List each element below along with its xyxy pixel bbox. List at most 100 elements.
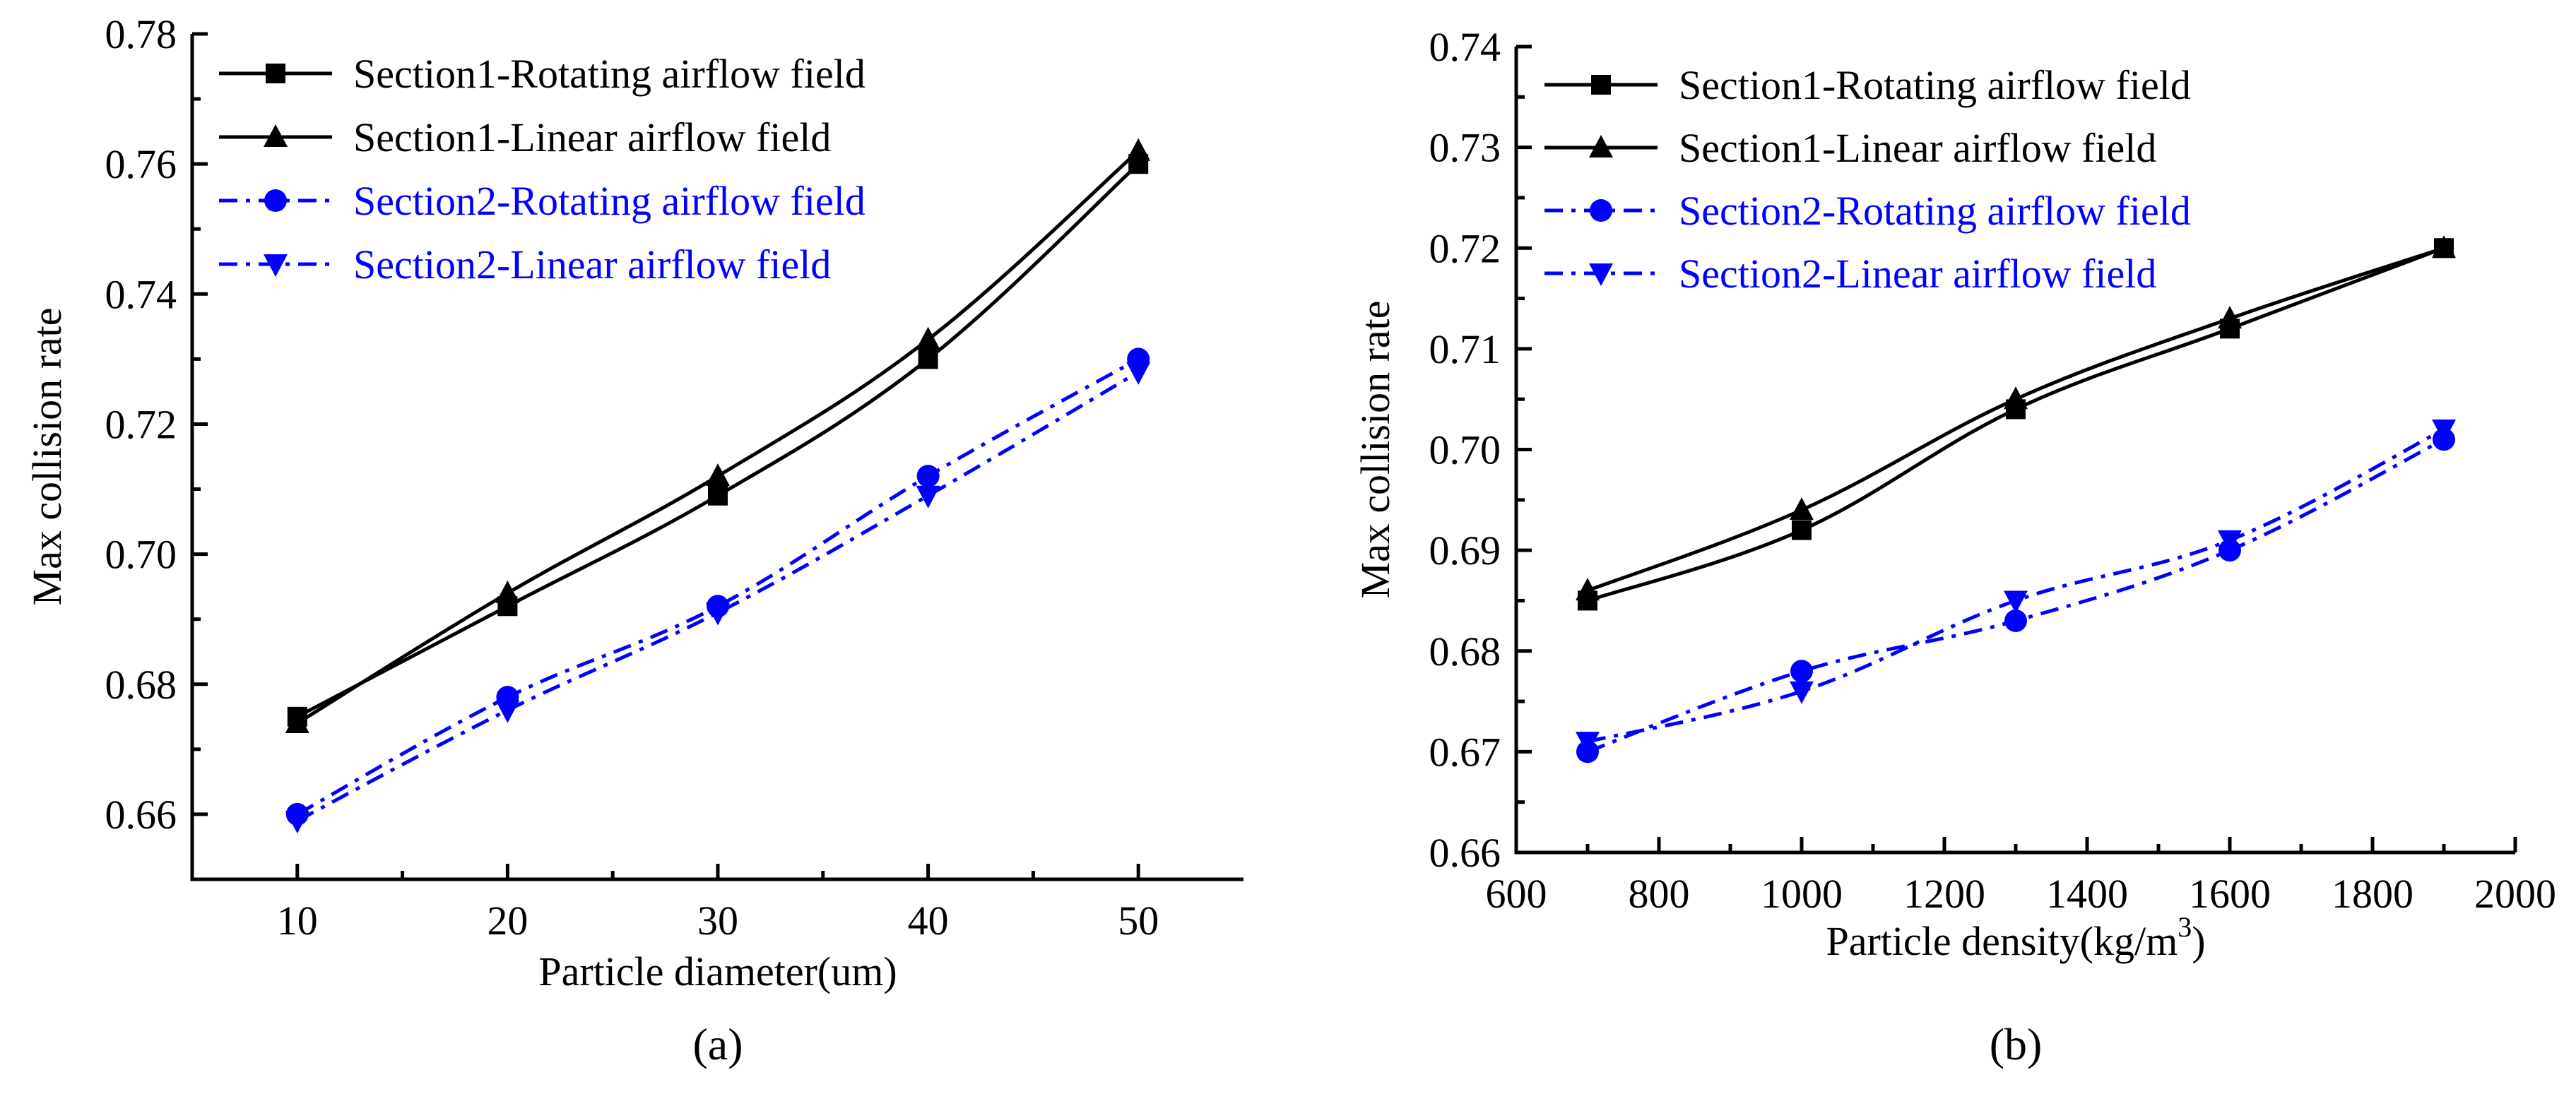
legend-label: Section2-Rotating airflow field [353, 178, 865, 224]
legend-label: Section2-Linear airflow field [353, 242, 831, 287]
data-point [2004, 590, 2028, 614]
legend-marker [264, 189, 287, 212]
series-section1-linear-airflow-field [285, 138, 1151, 734]
panel-label: (a) [692, 1019, 743, 1069]
series-line [1587, 427, 2445, 744]
panel-label: (b) [1990, 1019, 2043, 1069]
legend-marker [264, 124, 288, 147]
y-tick-label: 0.66 [1429, 830, 1501, 876]
y-tick-label: 0.70 [1429, 427, 1501, 473]
legend-label: Section1-Rotating airflow field [353, 51, 865, 97]
data-point [916, 326, 940, 350]
x-tick-label: 1400 [2046, 871, 2128, 917]
legend-label: Section2-Rotating airflow field [1679, 188, 2191, 234]
x-axis-title-main: Particle diameter(um) [538, 949, 897, 994]
y-tick-label: 0.73 [1429, 125, 1501, 171]
legend-entry: Section2-Linear airflow field [1544, 251, 2156, 297]
data-point [2004, 386, 2028, 410]
legend-entry: Section2-Rotating airflow field [1544, 188, 2191, 234]
series-section2-rotating-airflow-field [285, 347, 1150, 826]
legend-marker [1590, 199, 1612, 222]
data-point [1126, 138, 1151, 161]
x-tick-label: 20 [487, 898, 528, 944]
legend-label: Section1-Rotating airflow field [1679, 62, 2191, 108]
x-tick-label: 30 [697, 898, 738, 944]
data-point [1576, 578, 1600, 601]
data-point [285, 811, 309, 834]
series-line [296, 357, 1140, 816]
series-section2-linear-airflow-field [285, 362, 1151, 834]
x-tick-label: 600 [1486, 871, 1547, 917]
y-tick-label: 0.71 [1429, 326, 1501, 372]
data-point [2432, 235, 2456, 258]
data-point [1126, 362, 1151, 385]
data-point [2218, 530, 2242, 553]
data-point [1792, 520, 1812, 540]
y-tick-label: 0.76 [105, 141, 177, 187]
legend-label: Section1-Linear airflow field [1679, 125, 2156, 171]
data-point [916, 465, 940, 488]
y-tick-label: 0.72 [105, 401, 177, 447]
data-point [706, 463, 730, 487]
x-axis-title-superscript: 3 [2178, 911, 2192, 943]
legend-entry: Section2-Rotating airflow field [219, 178, 865, 224]
y-tick-label: 0.72 [1429, 225, 1501, 271]
axes-frame [190, 34, 1243, 881]
legend-label: Section1-Linear airflow field [353, 114, 831, 160]
series-line [296, 149, 1140, 725]
series-line [1587, 246, 2445, 602]
data-point [1790, 497, 1814, 521]
data-point [706, 602, 730, 626]
series-section2-linear-airflow-field [1576, 419, 2456, 755]
y-tick-label: 0.78 [105, 11, 177, 57]
legend-marker [266, 64, 285, 83]
x-tick-label: 1200 [1903, 871, 1985, 917]
series-section1-linear-airflow-field [1576, 235, 2456, 601]
legend-marker [1589, 135, 1613, 157]
data-point [1576, 732, 1600, 755]
x-axis-title: Particle diameter(um) [538, 949, 897, 994]
y-tick-label: 0.68 [105, 662, 177, 708]
y-tick-label: 0.74 [1429, 24, 1501, 70]
data-point [285, 710, 309, 734]
y-axis-title: Max collision rate [24, 307, 70, 605]
data-point [708, 485, 728, 506]
data-point [1790, 681, 1814, 704]
legend-entry: Section1-Linear airflow field [219, 114, 831, 160]
y-tick-label: 0.66 [105, 792, 177, 838]
x-tick-label: 1600 [2189, 871, 2271, 917]
data-point [1790, 660, 1813, 683]
series-line [1587, 246, 2445, 593]
x-tick-label: 2000 [2474, 871, 2556, 917]
data-point [2218, 306, 2242, 329]
x-axis-title-suffix: ) [2192, 918, 2205, 964]
y-axis-title: Max collision rate [1352, 300, 1398, 598]
chart-panel-a: 0.66 0.68 0.70 0.72 0.74 0.76 0.78 10 20 30 40 50 Pa… [24, 11, 1243, 1069]
data-point [916, 485, 940, 509]
legend-label: Section2-Linear airflow field [1679, 251, 2156, 297]
legend-entry: Section1-Linear airflow field [1544, 125, 2156, 171]
data-point [495, 580, 520, 603]
y-tick-label: 0.69 [1429, 528, 1501, 573]
series-line [296, 370, 1140, 823]
data-point [495, 700, 520, 723]
y-tick-label: 0.70 [105, 532, 177, 578]
x-axis-title: Particle density(kg/m3) [1826, 911, 2205, 964]
x-axis-title-main: Particle density(kg/m [1826, 918, 2178, 964]
legend-entry: Section1-Rotating airflow field [1544, 62, 2191, 108]
data-point [2004, 609, 2027, 632]
y-tick-label: 0.67 [1429, 729, 1501, 775]
y-tick-label: 0.74 [105, 271, 177, 317]
legend-marker [264, 254, 288, 277]
x-tick-label: 800 [1629, 871, 1690, 917]
data-point [2432, 419, 2456, 442]
x-tick-label: 40 [908, 898, 949, 944]
x-tick-label: 10 [277, 898, 318, 944]
legend-marker [1589, 263, 1613, 286]
data-point [918, 349, 938, 369]
x-tick-label: 1800 [2332, 871, 2413, 917]
x-tick-label: 50 [1118, 898, 1159, 944]
chart-panel-b: 0.66 0.67 0.68 0.69 0.70 0.71 0.72 0.73 0.74 600 8… [1352, 24, 2556, 1069]
legend-entry: Section1-Rotating airflow field [219, 51, 865, 97]
